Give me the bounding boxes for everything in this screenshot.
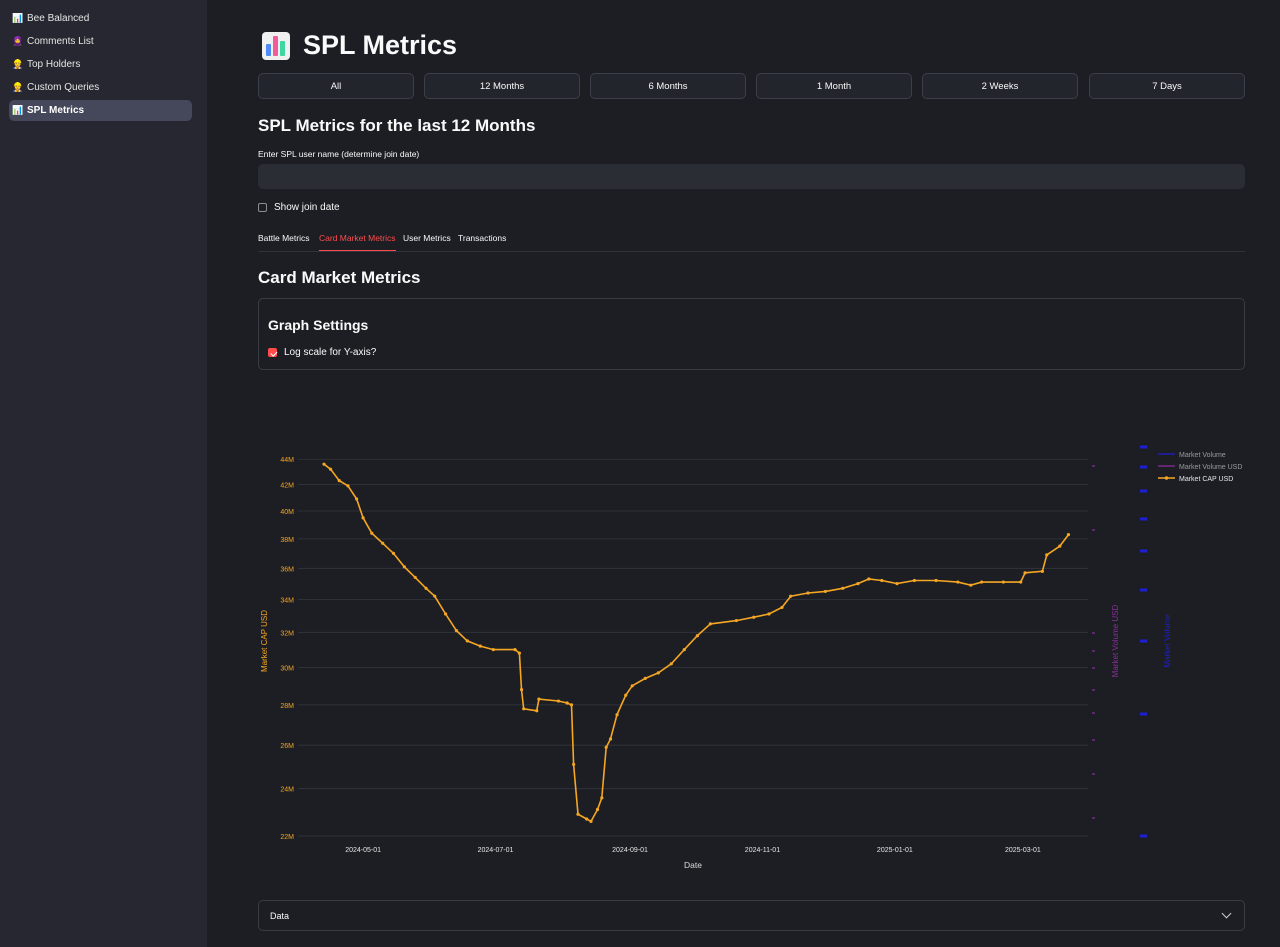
sidebar-item-label: SPL Metrics	[27, 105, 85, 116]
tab-battle-metrics[interactable]: Battle Metrics	[258, 233, 310, 243]
sidebar-item-spl-metrics[interactable]: 📊 SPL Metrics	[9, 100, 192, 121]
data-expander[interactable]: Data	[258, 900, 1245, 931]
graph-settings-box: Graph Settings Log scale for Y-axis?	[258, 298, 1245, 370]
sidebar: 📊 Bee Balanced 🧕 Comments List 👷 Top Holder…	[0, 0, 207, 947]
section-title: Card Market Metrics	[258, 268, 421, 287]
username-label: Enter SPL user name (determine join date…	[258, 149, 420, 159]
period-6-months-button[interactable]: 6 Months	[590, 73, 746, 99]
tab-transactions[interactable]: Transactions	[458, 233, 507, 243]
data-expander-label: Data	[270, 910, 290, 921]
sidebar-item-label: Comments List	[27, 36, 94, 47]
graph-settings-title: Graph Settings	[268, 317, 369, 333]
sidebar-item-top-holders[interactable]: 👷 Top Holders	[9, 54, 192, 75]
sidebar-item-label: Custom Queries	[27, 82, 100, 93]
tab-card-market-metrics[interactable]: Card Market Metrics	[319, 230, 396, 251]
page-title: SPL Metrics	[262, 30, 457, 61]
metrics-tabs: Battle Metrics Card Market Metrics User …	[258, 230, 1245, 252]
sidebar-item-bee-balanced[interactable]: 📊 Bee Balanced	[9, 8, 192, 29]
tab-user-metrics[interactable]: User Metrics	[403, 233, 451, 243]
sidebar-item-label: Top Holders	[27, 59, 81, 70]
worker-icon: 👷	[12, 59, 24, 69]
main-area	[207, 0, 1280, 947]
period-all-button[interactable]: All	[258, 73, 414, 99]
chart-icon: 📊	[12, 13, 24, 23]
period-12-months-button[interactable]: 12 Months	[424, 73, 580, 99]
log-scale-label: Log scale for Y-axis?	[284, 347, 377, 358]
chevron-down-icon	[1221, 908, 1232, 919]
person-icon: 🧕	[12, 36, 24, 46]
sidebar-item-comments-list[interactable]: 🧕 Comments List	[9, 31, 192, 52]
show-join-date-checkbox[interactable]: Show join date	[258, 202, 340, 213]
metrics-subtitle: SPL Metrics for the last 12 Months	[258, 116, 536, 135]
checkbox-box[interactable]	[258, 203, 267, 212]
chart-icon: 📊	[12, 105, 24, 115]
username-input[interactable]	[258, 164, 1245, 189]
period-7-days-button[interactable]: 7 Days	[1089, 73, 1245, 99]
bar-chart-icon	[262, 31, 290, 60]
show-join-date-label: Show join date	[274, 202, 340, 213]
period-2-weeks-button[interactable]: 2 Weeks	[922, 73, 1078, 99]
worker-icon: 👷	[12, 82, 24, 92]
log-scale-checkbox[interactable]: Log scale for Y-axis?	[268, 347, 376, 358]
checkbox-box[interactable]	[268, 348, 277, 357]
sidebar-item-label: Bee Balanced	[27, 13, 90, 24]
period-1-month-button[interactable]: 1 Month	[756, 73, 912, 99]
sidebar-item-custom-queries[interactable]: 👷 Custom Queries	[9, 77, 192, 98]
page-title-text: SPL Metrics	[303, 30, 458, 60]
